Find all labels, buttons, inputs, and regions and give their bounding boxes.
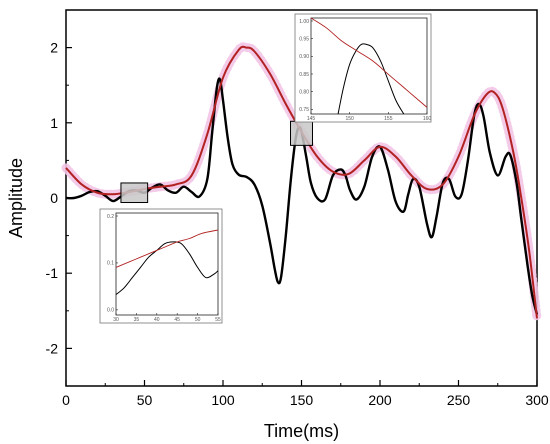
main-plot-area: 0 50 100 150 200 250 300 -2 -1 0 1 2: [46, 9, 549, 408]
y-axis-title: Amplitude: [6, 158, 26, 238]
inset-fit-line: [310, 17, 428, 108]
inset-y-tick-label: 0.95: [299, 36, 309, 42]
inset-fit-line: [115, 229, 219, 268]
inset-x-tick-label: 45: [174, 317, 180, 323]
inset-x-tick-label: 145: [307, 116, 316, 122]
x-tick-label: 50: [137, 392, 153, 408]
inset-y-tick-label: 1.00: [299, 19, 309, 25]
y-tick-label: 0: [50, 190, 58, 206]
x-tick-label: 150: [290, 392, 314, 408]
y-tick-label: 1: [50, 115, 58, 131]
inset-plot-frame: [115, 212, 219, 316]
inset-y-tick-label: 0.80: [299, 89, 309, 95]
highlight-box-2: [290, 120, 313, 146]
highlight-boxes: [120, 120, 313, 204]
y-axis: -2 -1 0 1 2: [46, 9, 72, 387]
inset-x-tick-label: 30: [113, 317, 119, 323]
inset-x-tick-label: 160: [423, 116, 432, 122]
inset-x-tick-label: 55: [215, 317, 221, 323]
inset-x-tick-label: 50: [195, 317, 201, 323]
inset-signal-line: [115, 241, 219, 295]
x-axis: 0 50 100 150 200 250 300: [62, 380, 549, 408]
inset-frame: [294, 13, 432, 123]
inset-y-tick-label: 0.90: [299, 54, 309, 60]
x-axis-title: Time(ms): [264, 421, 339, 441]
inset-y-tick-label: 0.2: [107, 214, 114, 220]
x-tick-label: 100: [211, 392, 235, 408]
inset-y-tick-label: 0.1: [107, 261, 114, 267]
inset-x-tick-label: 35: [134, 317, 140, 323]
x-tick-label: 300: [525, 392, 549, 408]
inset-x-tick-label: 155: [384, 116, 393, 122]
insets: 145 150 155 160 1.00 0.95 0.90 0.85 0.80 0.75 30 35…: [99, 13, 432, 324]
x-tick-label: 250: [447, 392, 471, 408]
inset-y-tick-label: 0.75: [299, 107, 309, 113]
inset-y-tick-label: 0.85: [299, 72, 309, 78]
y-tick-label: 2: [50, 40, 58, 56]
fit-curve-line: [65, 45, 538, 319]
x-tick-label: 0: [62, 392, 70, 408]
inset-top-panel: 145 150 155 160 1.00 0.95 0.90 0.85 0.80 0.75: [294, 13, 432, 123]
x-tick-label: 200: [368, 392, 392, 408]
y-tick-label: -2: [46, 340, 59, 356]
inset-y-tick-label: 0.0: [107, 308, 114, 314]
highlight-box-1: [120, 182, 149, 204]
inset-x-tick-label: 150: [345, 116, 354, 122]
inset-bottom-panel: 30 35 40 45 50 55 0.2 0.1 0.0: [99, 208, 223, 324]
inset-signal-line: [337, 43, 405, 115]
inset-x-tick-label: 40: [154, 317, 160, 323]
y-tick-label: -1: [46, 265, 59, 281]
inset-plot-frame: [310, 17, 428, 115]
